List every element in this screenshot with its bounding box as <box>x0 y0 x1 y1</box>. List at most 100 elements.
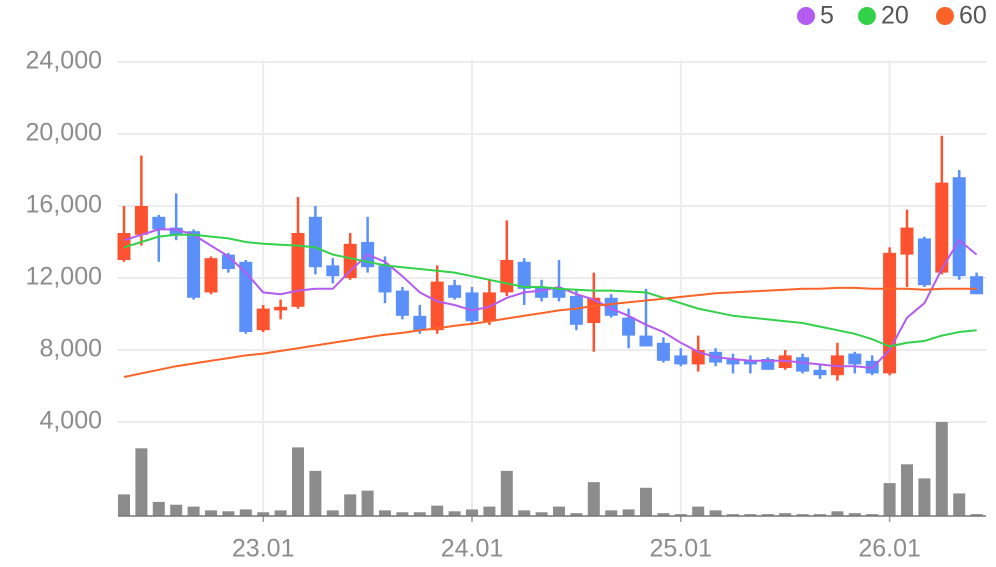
volume-bar <box>674 514 687 516</box>
candle-body <box>239 261 253 332</box>
legend-marker <box>797 7 815 25</box>
candle-body <box>900 227 914 255</box>
volume-bar <box>727 514 739 516</box>
volume-bar <box>796 514 809 516</box>
volume-bar <box>935 422 948 516</box>
candle-body <box>430 281 444 331</box>
candle-body <box>152 216 166 230</box>
candle-body <box>552 288 566 298</box>
candle-body <box>639 335 653 347</box>
candle-body <box>274 306 288 311</box>
volume-bar <box>222 511 235 516</box>
legend-label: 20 <box>881 2 909 30</box>
volume-bar <box>918 478 931 516</box>
volume-bar <box>361 490 374 516</box>
volume-bar <box>622 509 635 516</box>
candle-body <box>674 355 688 365</box>
volume-bar <box>466 509 478 516</box>
volume-bar <box>431 505 444 516</box>
volume-bar <box>292 447 304 516</box>
legend-label: 5 <box>820 2 834 30</box>
legend-label: 60 <box>959 2 987 30</box>
volume-bar <box>535 512 548 516</box>
volume-bar <box>553 506 565 516</box>
candle-body <box>413 315 427 331</box>
volume-bar <box>205 510 217 516</box>
volume-bar <box>170 504 183 516</box>
y-tick-label: 4,000 <box>39 407 102 435</box>
volume-bar <box>344 494 357 516</box>
volume-bar <box>570 513 583 516</box>
candle-body <box>587 297 601 323</box>
candle-body <box>952 177 966 277</box>
candle-body <box>917 238 931 286</box>
candle-body <box>743 360 757 365</box>
candle-body <box>726 359 740 365</box>
x-tick-label: 24.01 <box>441 535 504 563</box>
volume-bar <box>309 470 322 516</box>
volume-bar <box>692 506 705 516</box>
ma-line <box>123 286 977 378</box>
candle-body <box>622 317 636 336</box>
volume-bar <box>118 494 130 516</box>
volume-bar <box>448 511 461 516</box>
candle-body <box>517 261 531 289</box>
volume-bar <box>744 514 757 516</box>
y-tick-label: 24,000 <box>26 47 102 75</box>
volume-bar <box>866 514 879 516</box>
volume-bar <box>709 510 722 516</box>
volume-bar <box>187 506 200 516</box>
volume-bar <box>814 514 826 516</box>
candle-body <box>378 265 392 293</box>
volume-bar <box>379 510 391 516</box>
candle-body <box>935 182 949 273</box>
candle-body <box>970 276 984 295</box>
candle-body <box>169 227 183 235</box>
volume-bar <box>953 493 966 516</box>
candle-body <box>465 292 479 322</box>
legend-marker <box>936 7 954 25</box>
volume-bar <box>848 513 861 516</box>
volume-bar <box>135 448 148 516</box>
volume-bar <box>640 487 652 516</box>
volume-bar <box>239 509 252 516</box>
candle-body <box>256 308 270 331</box>
volume-bar <box>831 511 844 516</box>
candle-body <box>535 287 549 298</box>
candle-body <box>848 353 862 365</box>
candle-body <box>604 297 618 316</box>
y-tick-label: 12,000 <box>26 263 102 291</box>
volume-bar <box>500 470 513 516</box>
candle-body <box>500 260 514 293</box>
candle-body <box>395 290 409 316</box>
volume-bar <box>761 514 774 516</box>
volume-bar <box>605 510 618 516</box>
candle-body <box>656 342 670 361</box>
candle-body <box>308 216 322 268</box>
volume-bar <box>518 510 531 516</box>
volume-bar <box>587 482 600 516</box>
ma-line <box>123 233 977 348</box>
volume-bar <box>779 513 792 516</box>
candle-body <box>291 233 305 307</box>
volume-bar <box>413 512 426 516</box>
y-tick-label: 20,000 <box>26 119 102 147</box>
x-tick-label: 23.01 <box>232 535 295 563</box>
volume-bar <box>883 483 896 516</box>
candle-body <box>326 265 340 277</box>
candle-body <box>761 359 775 370</box>
volume-bar <box>901 464 913 516</box>
y-tick-label: 16,000 <box>26 191 102 219</box>
candle-body <box>204 258 218 293</box>
volume-bar <box>396 512 409 516</box>
y-tick-label: 8,000 <box>39 335 102 363</box>
candle-body <box>796 357 810 372</box>
volume-bar <box>274 510 287 516</box>
volume-bar <box>657 513 670 516</box>
x-tick-label: 26.01 <box>858 535 921 563</box>
candle-body <box>813 369 827 376</box>
volume-bar <box>152 501 165 516</box>
candle-body <box>569 296 583 325</box>
candle-body <box>187 231 201 298</box>
